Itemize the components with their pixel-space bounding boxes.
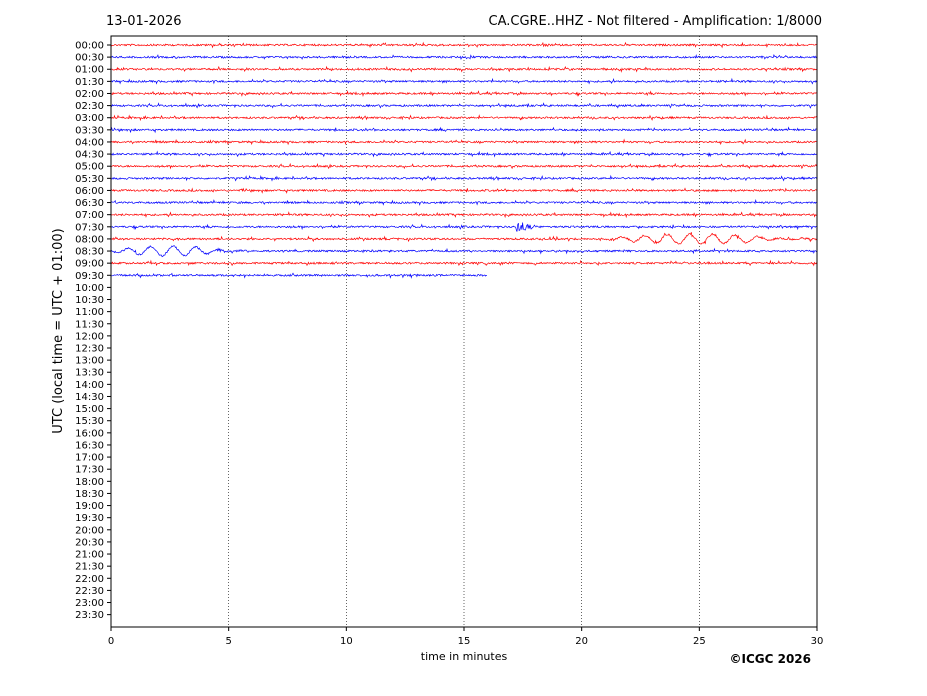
y-tick-label: 15:00 — [75, 404, 104, 415]
x-tick-label: 0 — [108, 636, 114, 647]
y-tick-label: 05:30 — [75, 174, 104, 185]
copyright-label: ©ICGC 2026 — [729, 652, 811, 666]
x-tick-label: 20 — [575, 636, 588, 647]
trace-0000 — [110, 41, 817, 49]
trace-0300 — [110, 114, 817, 122]
y-tick-label: 04:30 — [75, 150, 104, 161]
y-tick-label: 17:30 — [75, 465, 104, 476]
y-tick-label: 09:00 — [75, 259, 104, 270]
y-tick-label: 20:00 — [75, 525, 104, 536]
trace-0100 — [110, 65, 817, 73]
y-tick-label: 01:30 — [75, 77, 104, 88]
y-tick-label: 18:00 — [75, 477, 104, 488]
x-axis-label: time in minutes — [421, 650, 508, 663]
x-tick-label: 15 — [458, 636, 471, 647]
trace-0830 — [110, 245, 817, 258]
y-tick-label: 03:00 — [75, 113, 104, 124]
y-tick-label: 11:30 — [75, 319, 104, 330]
date-label: 13-01-2026 — [106, 14, 182, 29]
y-tick-label: 21:00 — [75, 550, 104, 561]
trace-0230 — [110, 102, 817, 109]
y-tick-label: 14:00 — [75, 380, 104, 391]
y-tick-label: 21:30 — [75, 562, 104, 573]
trace-0630 — [110, 199, 817, 206]
x-tick-label: 25 — [693, 636, 706, 647]
y-tick-label: 15:30 — [75, 416, 104, 427]
trace-0400 — [110, 138, 817, 146]
y-tick-label: 06:00 — [75, 186, 104, 197]
y-tick-label: 06:30 — [75, 198, 104, 209]
y-tick-label: 16:00 — [75, 428, 104, 439]
y-tick-label: 20:30 — [75, 537, 104, 548]
y-tick-label: 01:00 — [75, 65, 104, 76]
trace-0900 — [110, 259, 817, 267]
y-tick-label: 17:00 — [75, 453, 104, 464]
y-tick-label: 12:30 — [75, 344, 104, 355]
y-tick-label: 13:30 — [75, 368, 104, 379]
y-tick-label: 22:30 — [75, 586, 104, 597]
trace-0730 — [110, 222, 817, 232]
trace-0200 — [110, 90, 817, 98]
trace-0130 — [110, 77, 817, 85]
trace-0500 — [110, 162, 817, 170]
trace-0930 — [110, 272, 487, 279]
chart-title: CA.CGRE..HHZ - Not filtered - Amplificat… — [489, 14, 823, 29]
y-axis-ticks: 00:0000:3001:0001:3002:0002:3003:0003:30… — [75, 41, 111, 621]
x-tick-label: 10 — [340, 636, 353, 647]
y-tick-label: 00:00 — [75, 41, 104, 52]
trace-0430 — [110, 150, 817, 158]
trace-layer — [110, 41, 817, 279]
y-tick-label: 23:00 — [75, 598, 104, 609]
x-tick-label: 30 — [811, 636, 824, 647]
y-tick-label: 10:30 — [75, 295, 104, 306]
y-tick-label: 07:00 — [75, 210, 104, 221]
y-tick-label: 22:00 — [75, 574, 104, 585]
vertical-grid — [228, 36, 700, 627]
y-tick-label: 13:00 — [75, 356, 104, 367]
y-tick-label: 08:00 — [75, 234, 104, 245]
y-tick-label: 14:30 — [75, 392, 104, 403]
y-tick-label: 09:30 — [75, 271, 104, 282]
y-tick-label: 02:30 — [75, 101, 104, 112]
y-tick-label: 04:00 — [75, 137, 104, 148]
y-tick-label: 12:00 — [75, 331, 104, 342]
trace-0600 — [110, 187, 817, 194]
y-tick-label: 19:00 — [75, 501, 104, 512]
x-tick-label: 5 — [225, 636, 231, 647]
y-tick-label: 07:30 — [75, 222, 104, 233]
trace-0800 — [110, 232, 817, 245]
y-tick-label: 11:00 — [75, 307, 104, 318]
x-axis-ticks: 0 5 10 15 20 25 30 — [108, 627, 824, 647]
y-tick-label: 10:00 — [75, 283, 104, 294]
y-tick-label: 08:30 — [75, 247, 104, 258]
y-tick-label: 02:00 — [75, 89, 104, 100]
trace-0530 — [110, 174, 817, 182]
trace-0330 — [110, 126, 817, 134]
y-tick-label: 05:00 — [75, 162, 104, 173]
y-tick-label: 18:30 — [75, 489, 104, 500]
y-axis-label: UTC (local time = UTC + 01:00) — [51, 228, 66, 433]
y-tick-label: 19:30 — [75, 513, 104, 524]
plot-frame — [110, 35, 818, 628]
trace-0030 — [110, 53, 817, 61]
trace-0700 — [110, 211, 817, 219]
y-tick-label: 03:30 — [75, 125, 104, 136]
y-tick-label: 23:30 — [75, 610, 104, 621]
y-tick-label: 16:30 — [75, 440, 104, 451]
y-tick-label: 00:30 — [75, 53, 104, 64]
